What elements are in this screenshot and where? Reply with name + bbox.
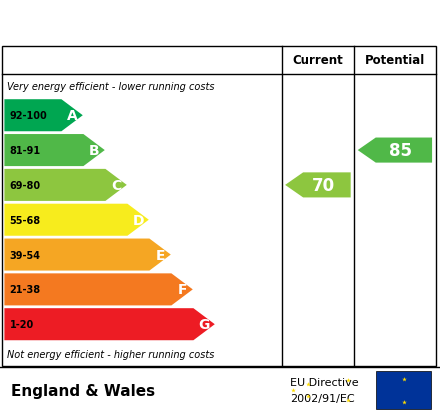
Text: Very energy efficient - lower running costs: Very energy efficient - lower running co… [7, 81, 214, 92]
Text: B: B [89, 144, 99, 158]
Text: 69-80: 69-80 [10, 180, 41, 190]
Text: Potential: Potential [365, 54, 425, 67]
Bar [376, 371, 431, 409]
Text: 1-20: 1-20 [10, 319, 34, 330]
Polygon shape [4, 239, 171, 271]
Text: 2002/91/EC: 2002/91/EC [290, 394, 355, 404]
Text: 39-54: 39-54 [10, 250, 40, 260]
Text: 70: 70 [312, 176, 335, 195]
Polygon shape [4, 169, 127, 202]
Text: Current: Current [293, 54, 343, 67]
Text: 21-38: 21-38 [10, 285, 41, 294]
Polygon shape [4, 274, 193, 306]
Text: A: A [67, 109, 77, 123]
Text: C: C [111, 178, 121, 192]
Text: 85: 85 [389, 142, 412, 160]
Text: Energy Efficiency Rating: Energy Efficiency Rating [11, 13, 299, 33]
Text: 55-68: 55-68 [10, 215, 41, 225]
Polygon shape [285, 173, 351, 198]
Polygon shape [4, 204, 149, 236]
Text: England & Wales: England & Wales [11, 383, 155, 398]
Polygon shape [4, 135, 105, 167]
Text: Not energy efficient - higher running costs: Not energy efficient - higher running co… [7, 349, 214, 359]
Text: D: D [132, 213, 144, 227]
Polygon shape [4, 309, 215, 340]
Text: G: G [198, 318, 210, 331]
Text: E: E [155, 248, 165, 262]
Text: EU Directive: EU Directive [290, 377, 359, 387]
Text: 92-100: 92-100 [10, 111, 48, 121]
Polygon shape [358, 138, 432, 163]
Text: 81-91: 81-91 [10, 146, 41, 156]
Polygon shape [4, 100, 83, 132]
Text: F: F [177, 282, 187, 297]
